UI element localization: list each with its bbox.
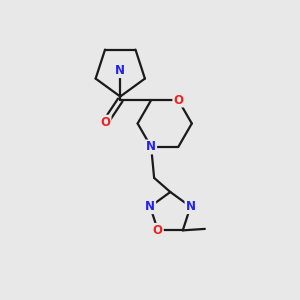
Text: O: O [173, 94, 183, 106]
Text: N: N [145, 200, 155, 213]
Text: N: N [146, 140, 156, 154]
Text: O: O [153, 224, 163, 237]
Text: N: N [185, 200, 196, 213]
Text: N: N [115, 64, 125, 77]
Text: O: O [100, 116, 110, 129]
